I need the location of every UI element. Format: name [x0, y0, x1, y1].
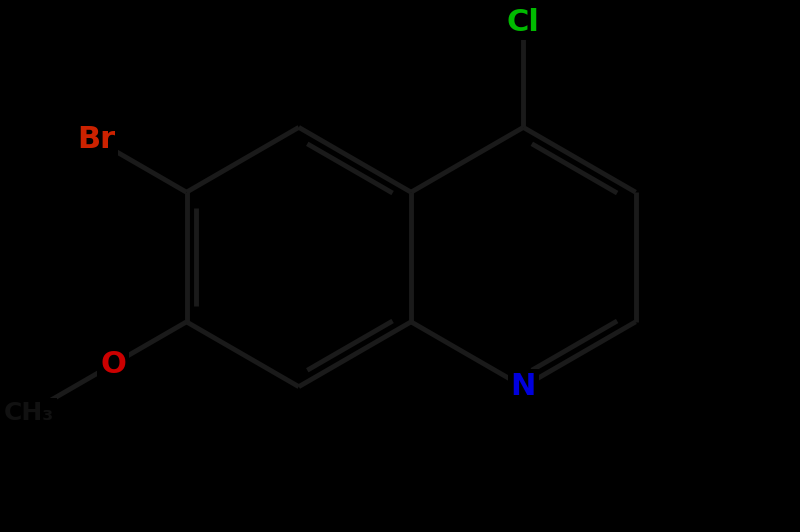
Text: Br: Br — [77, 126, 115, 154]
Text: Cl: Cl — [507, 8, 540, 37]
Text: O: O — [100, 350, 126, 379]
Text: CH₃: CH₃ — [4, 401, 54, 425]
Text: N: N — [510, 372, 536, 401]
